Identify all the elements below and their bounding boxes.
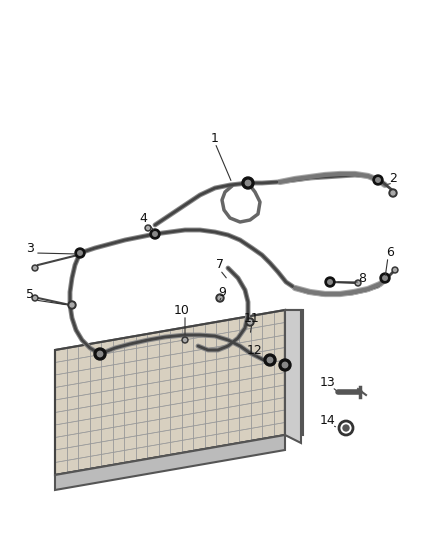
Text: 13: 13 — [320, 376, 336, 389]
Text: 1: 1 — [211, 132, 219, 144]
Circle shape — [283, 362, 288, 368]
Text: 12: 12 — [247, 343, 263, 357]
Circle shape — [94, 348, 106, 360]
Circle shape — [328, 280, 332, 284]
Circle shape — [246, 318, 254, 326]
Circle shape — [355, 280, 361, 286]
Circle shape — [33, 266, 36, 270]
Text: 9: 9 — [218, 286, 226, 298]
Circle shape — [70, 303, 74, 307]
Circle shape — [33, 296, 36, 300]
Text: 2: 2 — [389, 172, 397, 184]
Polygon shape — [55, 435, 285, 490]
Circle shape — [150, 229, 160, 239]
Circle shape — [242, 177, 254, 189]
Circle shape — [376, 177, 380, 182]
Circle shape — [145, 225, 151, 231]
Circle shape — [325, 277, 335, 287]
Circle shape — [245, 180, 251, 185]
Circle shape — [182, 337, 188, 343]
Circle shape — [97, 351, 102, 357]
Polygon shape — [285, 310, 303, 435]
Circle shape — [373, 175, 383, 185]
Circle shape — [78, 251, 82, 255]
Circle shape — [68, 301, 76, 309]
Circle shape — [380, 273, 390, 283]
Circle shape — [264, 354, 276, 366]
Polygon shape — [55, 310, 285, 475]
Circle shape — [267, 357, 273, 362]
Text: 7: 7 — [216, 259, 224, 271]
Text: 10: 10 — [174, 303, 190, 317]
Text: 3: 3 — [26, 241, 34, 254]
Polygon shape — [285, 310, 301, 443]
Circle shape — [393, 269, 396, 271]
Circle shape — [357, 281, 360, 285]
Circle shape — [218, 296, 222, 300]
Circle shape — [146, 227, 149, 230]
Circle shape — [248, 320, 252, 324]
Circle shape — [343, 425, 349, 431]
Text: 11: 11 — [244, 311, 260, 325]
Circle shape — [383, 276, 387, 280]
Text: 6: 6 — [386, 246, 394, 259]
Circle shape — [279, 359, 291, 371]
Circle shape — [389, 189, 397, 197]
Circle shape — [32, 295, 38, 301]
Circle shape — [32, 265, 38, 271]
Circle shape — [75, 248, 85, 258]
Text: 5: 5 — [26, 288, 34, 302]
Text: 14: 14 — [320, 414, 336, 426]
Text: 4: 4 — [139, 212, 147, 224]
Circle shape — [153, 232, 157, 236]
Circle shape — [184, 338, 187, 342]
Text: 8: 8 — [358, 271, 366, 285]
Circle shape — [391, 191, 395, 195]
Circle shape — [392, 267, 398, 273]
Circle shape — [216, 294, 224, 302]
